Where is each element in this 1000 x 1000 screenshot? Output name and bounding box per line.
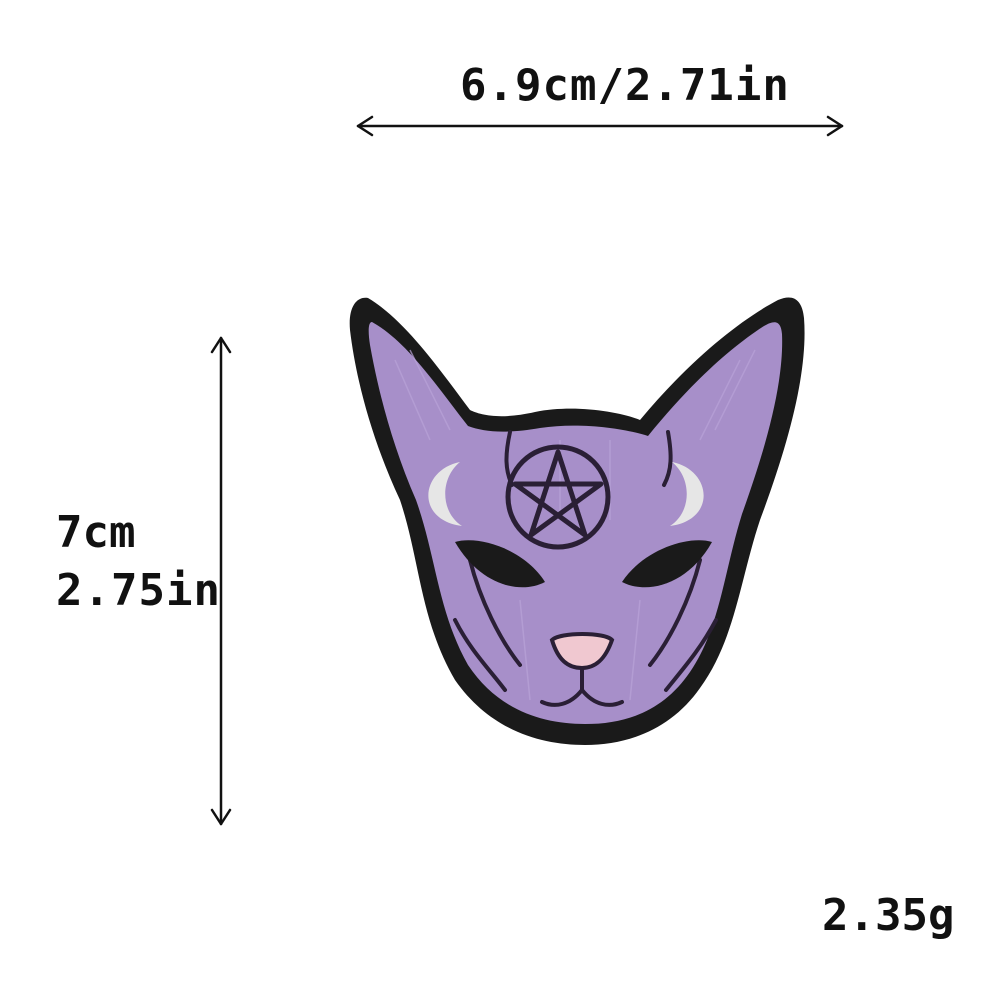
width-arrow bbox=[356, 115, 844, 137]
height-in-label: 2.75in bbox=[56, 565, 221, 616]
patch-fill bbox=[368, 322, 783, 724]
left-moon-icon bbox=[428, 462, 462, 526]
cat-patch bbox=[349, 297, 805, 745]
pentagram-symbol bbox=[505, 444, 611, 550]
height-arrow bbox=[210, 336, 232, 826]
weight-label: 2.35g bbox=[822, 890, 955, 941]
height-cm-label: 7cm bbox=[56, 507, 136, 558]
cat-eyes bbox=[455, 540, 712, 588]
right-moon-icon bbox=[670, 462, 704, 526]
cat-nose bbox=[549, 632, 615, 671]
cat-mouth bbox=[540, 666, 624, 707]
width-label: 6.9cm/2.71in bbox=[460, 60, 790, 111]
